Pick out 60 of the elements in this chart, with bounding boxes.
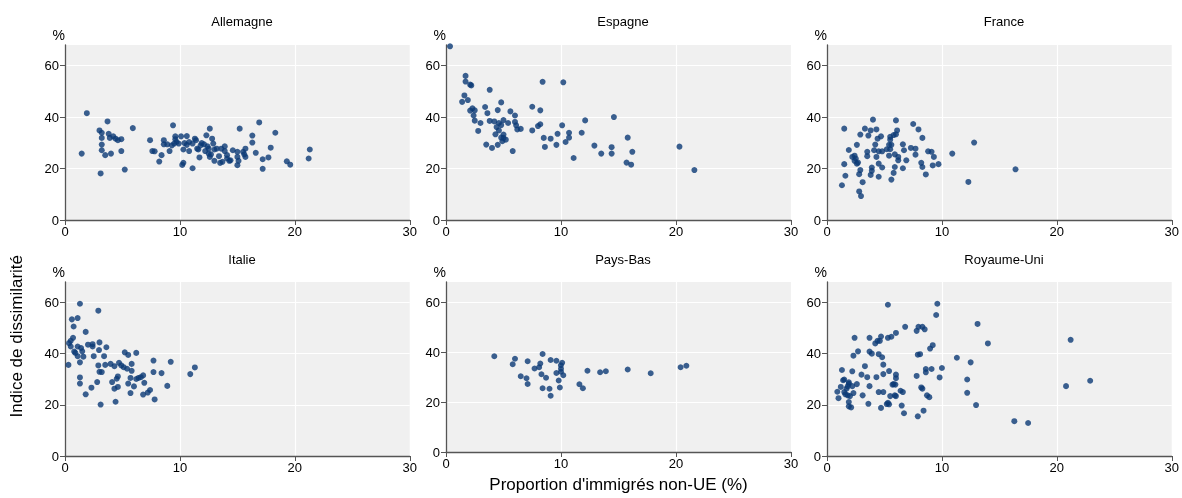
x-tick-label: 0 bbox=[823, 224, 831, 239]
chart-title: Pays-Bas bbox=[595, 252, 652, 267]
x-tick-label: 20 bbox=[287, 224, 303, 239]
x-tick-label: 30 bbox=[783, 456, 799, 471]
y-tick-label: 60 bbox=[806, 58, 821, 74]
x-tick-label: 20 bbox=[1049, 460, 1065, 475]
y-axis-title: % bbox=[433, 27, 446, 43]
y-tick-label: 20 bbox=[425, 394, 440, 410]
y-tick-label: 20 bbox=[806, 397, 821, 413]
x-tick-label: 10 bbox=[553, 456, 569, 471]
x-tick-label: 0 bbox=[442, 456, 450, 471]
y-tick-label: 60 bbox=[806, 294, 821, 310]
chart-title: France bbox=[983, 14, 1025, 29]
y-axis-title: % bbox=[433, 264, 446, 280]
y-tick-label: 0 bbox=[432, 444, 440, 460]
y-tick-label: 20 bbox=[806, 161, 821, 177]
x-axis-title: Proportion d'immigrés non-UE (%) bbox=[489, 475, 748, 494]
chart-title: Royaume-Uni bbox=[964, 252, 1044, 267]
x-tick-label: 30 bbox=[402, 224, 417, 239]
x-tick-label: 0 bbox=[61, 224, 69, 239]
y-tick-label: 60 bbox=[425, 294, 440, 310]
x-tick-label: 20 bbox=[668, 456, 684, 471]
y-tick-label: 40 bbox=[44, 109, 59, 125]
x-tick-label: 30 bbox=[1164, 224, 1179, 239]
y-tick-label: 20 bbox=[44, 161, 59, 177]
chart-title: Espagne bbox=[597, 14, 649, 29]
x-tick-label: 0 bbox=[442, 224, 450, 239]
y-tick-label: 40 bbox=[425, 109, 440, 125]
x-tick-label: 0 bbox=[61, 460, 69, 475]
y-tick-label: 40 bbox=[806, 109, 821, 125]
y-tick-label: 20 bbox=[425, 161, 440, 177]
x-tick-label: 30 bbox=[1164, 460, 1179, 475]
y-tick-label: 60 bbox=[425, 58, 440, 74]
x-tick-label: 20 bbox=[287, 460, 303, 475]
x-tick-label: 10 bbox=[934, 224, 950, 239]
y-tick-label: 40 bbox=[44, 346, 59, 362]
text: Indice de dissimilarité bbox=[7, 255, 26, 418]
y-axis-title: % bbox=[52, 27, 65, 43]
y-axis-title: % bbox=[52, 264, 65, 280]
x-tick-label: 20 bbox=[668, 224, 684, 239]
x-tick-label: 10 bbox=[553, 224, 569, 239]
y-tick-label: 0 bbox=[51, 212, 59, 228]
x-tick-label: 0 bbox=[823, 460, 831, 475]
x-tick-label: 10 bbox=[172, 224, 188, 239]
y-axis-title: % bbox=[814, 27, 827, 43]
x-tick-label: 10 bbox=[172, 460, 188, 475]
x-tick-label: 30 bbox=[783, 224, 799, 239]
y-tick-label: 0 bbox=[813, 212, 821, 228]
y-tick-label: 60 bbox=[44, 294, 59, 310]
x-tick-label: 10 bbox=[934, 460, 950, 475]
chart-title: Italie bbox=[228, 252, 256, 267]
chart-title: Allemagne bbox=[211, 14, 273, 29]
x-tick-label: 20 bbox=[1049, 224, 1065, 239]
y-axis-title: % bbox=[814, 264, 827, 280]
y-tick-label: 60 bbox=[44, 58, 59, 74]
y-tick-label: 40 bbox=[806, 346, 821, 362]
y-tick-label: 20 bbox=[44, 397, 59, 413]
y-tick-label: 0 bbox=[432, 212, 440, 228]
y-tick-label: 40 bbox=[425, 344, 440, 360]
x-tick-label: 30 bbox=[402, 460, 417, 475]
